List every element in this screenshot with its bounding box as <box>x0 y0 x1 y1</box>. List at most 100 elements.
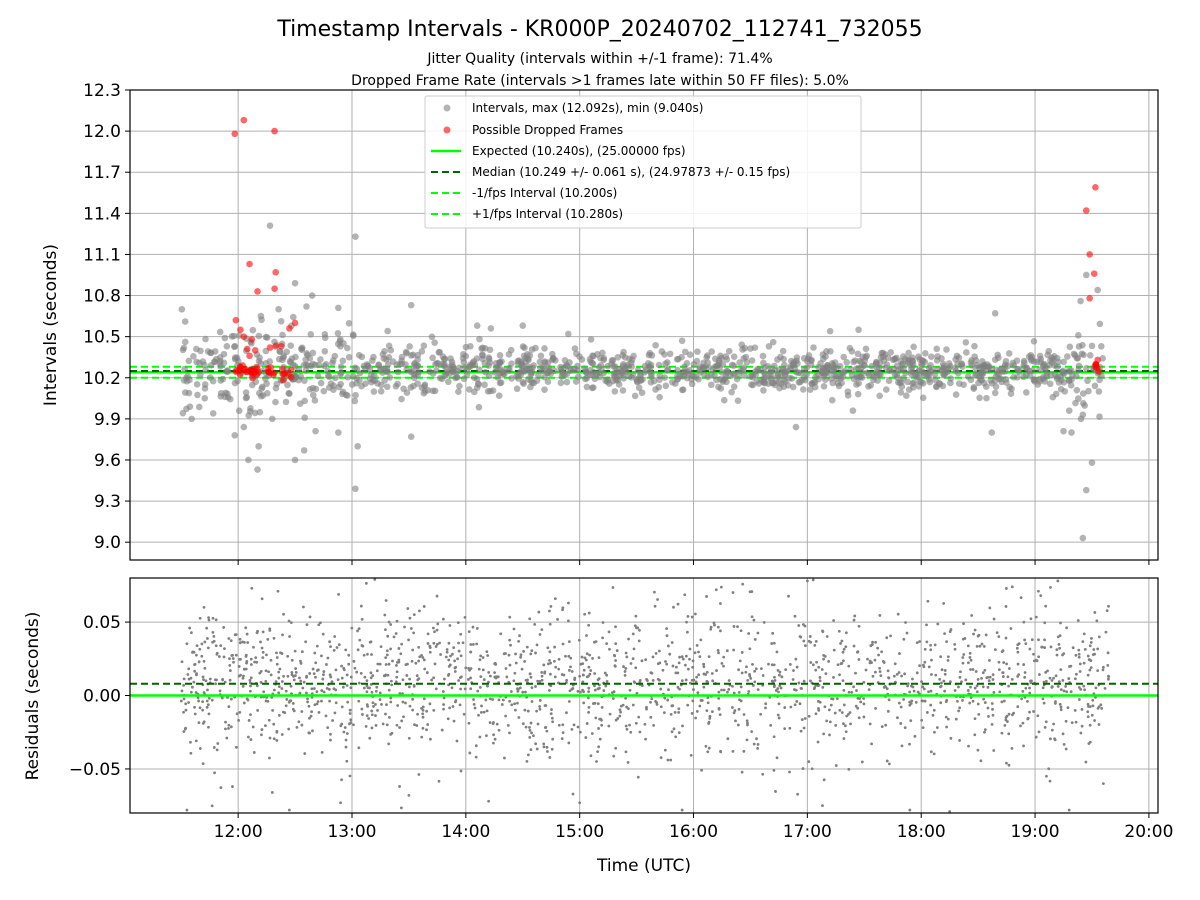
residual-point <box>746 721 749 725</box>
residual-point <box>312 672 316 676</box>
residual-point <box>422 658 426 662</box>
residual-point <box>1019 724 1022 728</box>
interval-point <box>647 361 655 369</box>
residual-point <box>340 676 344 680</box>
residual-point <box>683 593 687 597</box>
residual-point <box>468 751 472 755</box>
residual-point <box>337 592 340 596</box>
interval-point <box>599 349 606 357</box>
residual-point <box>933 730 936 734</box>
interval-point <box>312 427 319 435</box>
interval-point <box>345 353 353 361</box>
residual-point <box>862 697 866 700</box>
residual-point <box>726 690 729 694</box>
residual-point <box>365 714 369 718</box>
residual-point <box>738 659 742 663</box>
residual-point <box>722 655 726 659</box>
residual-point <box>1107 604 1110 608</box>
interval-point <box>292 353 299 361</box>
residual-point <box>467 666 471 670</box>
residual-point <box>504 667 508 670</box>
interval-point <box>193 381 201 388</box>
interval-point <box>720 396 728 404</box>
residual-point <box>207 616 211 620</box>
residual-point <box>298 676 301 680</box>
legend-entry-dropped: Possible Dropped Frames <box>472 123 623 137</box>
residual-point <box>1067 677 1071 680</box>
residual-point <box>740 770 744 774</box>
residual-point <box>1061 732 1065 736</box>
residual-point <box>1038 673 1041 676</box>
interval-point <box>666 350 674 358</box>
residual-point <box>839 642 842 645</box>
residual-point <box>198 706 202 710</box>
interval-point <box>1088 342 1096 350</box>
residual-point <box>983 730 986 734</box>
residual-point <box>435 642 439 646</box>
residual-point <box>602 689 606 692</box>
residual-point <box>320 699 323 703</box>
residual-point <box>1010 585 1014 589</box>
interval-point <box>300 361 308 369</box>
residual-point <box>508 638 512 642</box>
residual-point <box>1099 703 1103 707</box>
interval-point <box>734 397 742 404</box>
residual-point <box>526 678 529 682</box>
residual-point <box>211 616 215 620</box>
residual-point <box>864 668 868 672</box>
interval-point <box>796 378 804 386</box>
interval-point <box>1084 377 1091 385</box>
residual-point <box>1064 719 1068 723</box>
interval-point <box>295 366 303 373</box>
residual-point <box>467 721 471 725</box>
residual-point <box>1037 638 1040 642</box>
interval-point <box>263 380 270 388</box>
interval-point <box>1014 365 1022 373</box>
dropped-frame-point <box>272 342 280 350</box>
interval-point <box>392 382 400 390</box>
residual-point <box>475 642 479 646</box>
residual-point <box>614 642 618 645</box>
interval-point <box>235 407 243 415</box>
residual-point <box>529 748 533 752</box>
interval-point <box>574 366 581 374</box>
residual-point <box>920 680 923 684</box>
residual-point <box>618 708 622 712</box>
interval-point <box>256 408 264 416</box>
interval-point <box>181 389 189 396</box>
interval-point <box>573 350 580 358</box>
residual-point <box>232 660 235 664</box>
residual-point <box>341 685 345 689</box>
residual-point <box>968 701 972 705</box>
interval-point <box>760 359 767 367</box>
interval-point <box>431 387 439 395</box>
residual-point <box>672 605 675 609</box>
residual-point <box>384 712 387 716</box>
residual-point <box>567 654 571 658</box>
residual-point <box>939 655 943 659</box>
residual-point <box>395 675 399 679</box>
interval-point <box>431 339 438 346</box>
residual-point <box>386 673 390 677</box>
dropped-frame-point <box>270 371 277 379</box>
residual-point <box>756 742 760 746</box>
interval-point <box>202 335 209 343</box>
residual-point <box>784 668 788 672</box>
residual-point <box>189 631 193 635</box>
interval-point <box>688 371 696 379</box>
residual-point <box>347 662 351 666</box>
legend-entry-plus-fps: +1/fps Interval (10.280s) <box>472 207 623 221</box>
interval-point <box>611 363 619 370</box>
residual-point <box>1034 615 1038 619</box>
residual-point <box>677 731 681 735</box>
residual-point <box>1006 675 1010 679</box>
interval-point <box>301 414 308 422</box>
interval-point <box>321 334 329 342</box>
residual-point <box>516 689 520 693</box>
interval-point <box>858 374 866 381</box>
residual-point <box>471 625 475 629</box>
residual-point <box>255 631 259 635</box>
residual-point <box>637 715 641 719</box>
residual-point <box>447 658 451 662</box>
residual-point <box>740 671 744 675</box>
